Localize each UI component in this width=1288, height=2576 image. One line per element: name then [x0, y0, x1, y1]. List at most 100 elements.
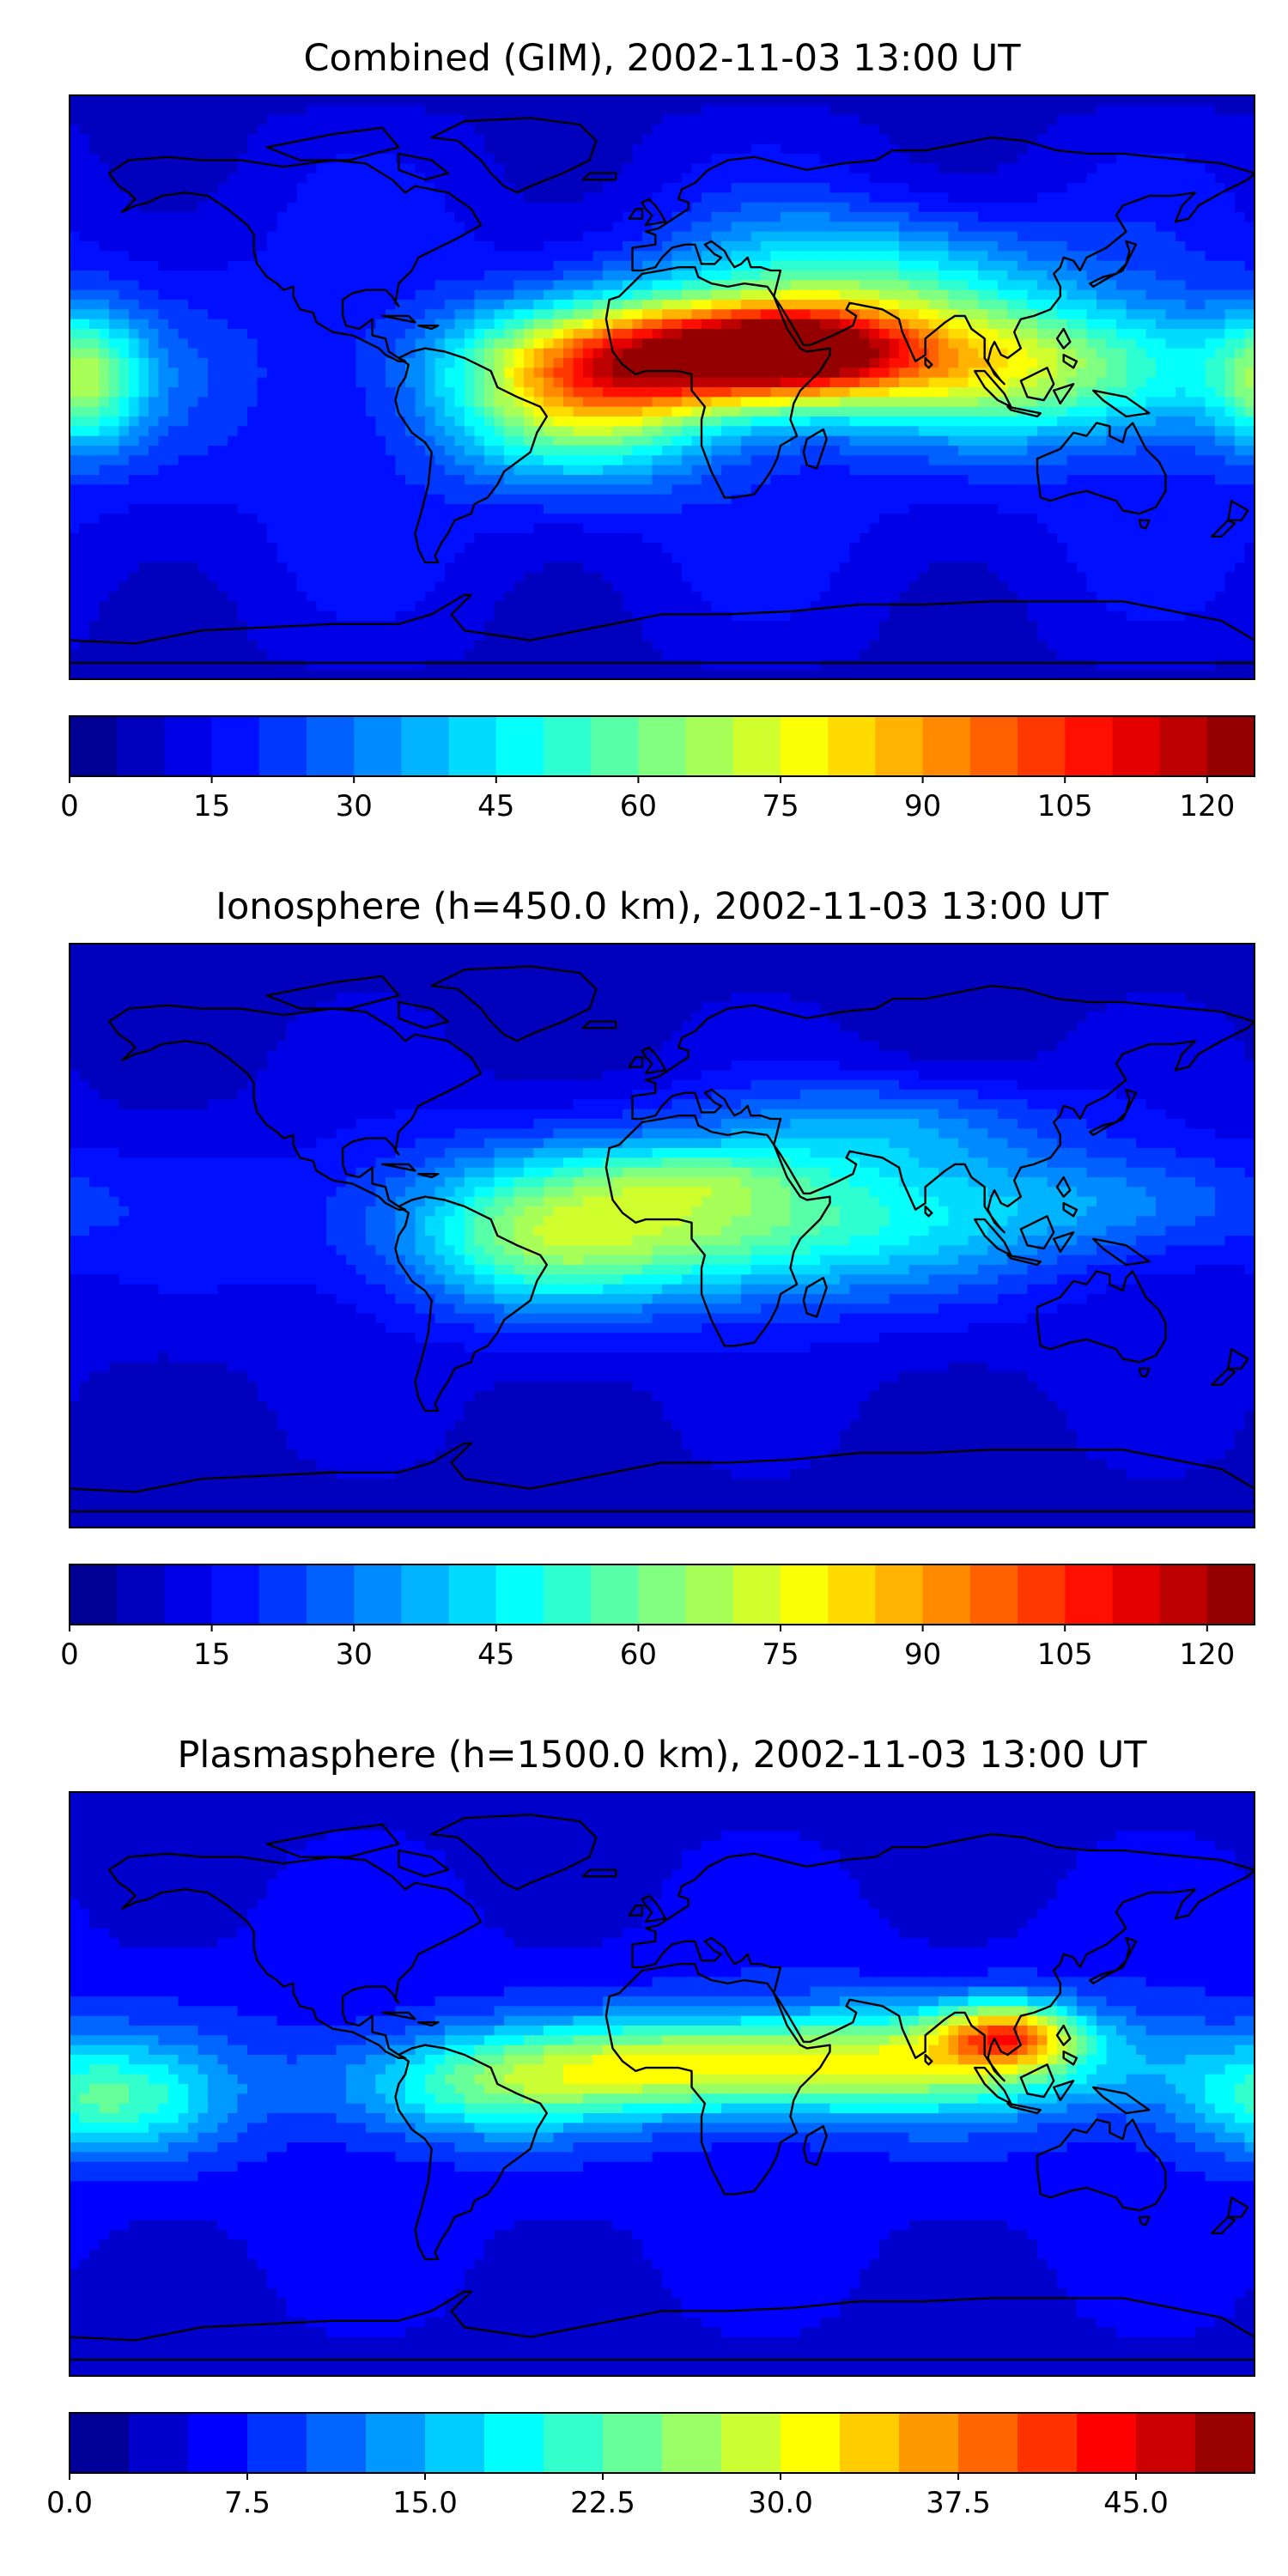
colorbar-tick-label: 90	[904, 789, 941, 823]
colorbar-tick-label: 15	[193, 789, 230, 823]
colorbar-segment	[354, 716, 402, 776]
colorbar-segment	[211, 716, 260, 776]
colorbar-segment	[307, 1564, 355, 1625]
colorbar-segment	[875, 1564, 924, 1625]
colorbar-tick-label: 120	[1179, 789, 1235, 823]
colorbar-tick-label: 15	[193, 1637, 230, 1672]
colorbar-tick-label: 60	[620, 1637, 657, 1672]
colorbar-segment	[662, 2413, 722, 2473]
colorbar-segment	[721, 2413, 781, 2473]
colorbar-segment	[307, 2413, 367, 2473]
colorbar-frame	[69, 2412, 1255, 2474]
colorbar-segment	[591, 716, 639, 776]
colorbar-segment	[1206, 716, 1255, 776]
colorbar-tick-label: 30	[336, 789, 373, 823]
colorbar-segment	[685, 1564, 734, 1625]
colorbar-tick-label: 90	[904, 1637, 941, 1672]
colorbar-tick-label: 0	[60, 789, 79, 823]
colorbar-segment	[828, 716, 876, 776]
colorbar-segment	[70, 2413, 130, 2473]
colorbar-tick-label: 75	[762, 789, 799, 823]
colorbar-segment	[495, 1564, 544, 1625]
colorbar-segment	[495, 716, 544, 776]
colorbar: 0 15 30 45 60 75 90 105 120	[60, 715, 1255, 823]
colorbar-tick-label: 105	[1037, 789, 1093, 823]
colorbar-tick-label: 22.5	[570, 2486, 635, 2520]
colorbar-segment	[922, 716, 971, 776]
colorbar-segment	[366, 2413, 426, 2473]
colorbar-tick-label: 45	[477, 1637, 514, 1672]
tec-field	[70, 944, 1255, 1528]
colorbar-segment	[188, 2413, 248, 2473]
colorbar-segment	[1077, 2413, 1137, 2473]
colorbar-tick-label: 45.0	[1103, 2486, 1169, 2520]
colorbar-segment	[638, 716, 687, 776]
map-panel-1: Combined (GIM), 2002-11-03 13:00 UT 0 15 30…	[60, 37, 1255, 823]
colorbar-segment	[638, 1564, 687, 1625]
colorbar-tick-label: 120	[1179, 1637, 1235, 1672]
colorbar-tick-label: 75	[762, 1637, 799, 1672]
colorbar-segment	[1065, 1564, 1113, 1625]
colorbar-segment	[899, 2413, 959, 2473]
colorbar-segment	[448, 716, 497, 776]
colorbar-segment	[1159, 1564, 1208, 1625]
colorbar-segment	[164, 716, 213, 776]
colorbar-segment	[401, 1564, 450, 1625]
colorbar-segment	[1065, 716, 1113, 776]
colorbar-segment	[958, 2413, 1018, 2473]
colorbar-segment	[1206, 1564, 1255, 1625]
colorbar-segment	[1018, 1564, 1066, 1625]
colorbar-segment	[1136, 2413, 1196, 2473]
colorbar-segment	[781, 1564, 829, 1625]
colorbar-segment	[70, 1564, 118, 1625]
colorbar-segment	[969, 1564, 1018, 1625]
colorbar-segment	[484, 2413, 544, 2473]
colorbar-tick-label: 37.5	[926, 2486, 991, 2520]
colorbar-tick-label: 105	[1037, 1637, 1093, 1672]
colorbar-tick-label: 0	[60, 1637, 79, 1672]
colorbar-tick-label: 7.5	[224, 2486, 270, 2520]
colorbar-segment	[1112, 1564, 1161, 1625]
tec-field	[70, 1792, 1255, 2376]
map-panel-2: Ionosphere (h=450.0 km), 2002-11-03 13:0…	[60, 885, 1255, 1672]
colorbar-segment	[448, 1564, 497, 1625]
colorbar-tick-label: 45	[477, 789, 514, 823]
colorbar-tick-label: 60	[620, 789, 657, 823]
colorbar-segment	[591, 1564, 639, 1625]
colorbar-segment	[781, 716, 829, 776]
colorbar-segment	[969, 716, 1018, 776]
colorbar-segment	[1018, 716, 1066, 776]
colorbar-segment	[922, 1564, 971, 1625]
colorbar-segment	[685, 716, 734, 776]
colorbar-segment	[70, 716, 118, 776]
colorbar-segment	[354, 1564, 402, 1625]
colorbar-segment	[544, 2413, 604, 2473]
colorbar: 0.0 7.5 15.0 22.5 30.0 37.5 45.0	[46, 2412, 1255, 2520]
panel-title: Ionosphere (h=450.0 km), 2002-11-03 13:0…	[216, 885, 1109, 928]
colorbar-segment	[1112, 716, 1161, 776]
map-frame	[69, 1791, 1255, 2377]
colorbar-tick-label: 30.0	[748, 2486, 813, 2520]
colorbar-frame	[69, 715, 1255, 777]
colorbar-tick-label: 0.0	[46, 2486, 93, 2520]
colorbar-segment	[1018, 2413, 1078, 2473]
colorbar-segment	[117, 1564, 165, 1625]
colorbar-segment	[117, 716, 165, 776]
map-frame	[69, 94, 1255, 680]
colorbar-segment	[840, 2413, 900, 2473]
colorbar: 0 15 30 45 60 75 90 105 120	[60, 1564, 1255, 1672]
colorbar-segment	[129, 2413, 189, 2473]
colorbar-segment	[732, 716, 781, 776]
colorbar-frame	[69, 1564, 1255, 1625]
colorbar-segment	[544, 716, 592, 776]
colorbar-segment	[1195, 2413, 1255, 2473]
map-frame	[69, 943, 1255, 1528]
colorbar-segment	[307, 716, 355, 776]
panel-title: Plasmasphere (h=1500.0 km), 2002-11-03 1…	[177, 1734, 1147, 1777]
colorbar-segment	[603, 2413, 663, 2473]
colorbar-tick-label: 15.0	[392, 2486, 458, 2520]
colorbar-segment	[1159, 716, 1208, 776]
colorbar-segment	[828, 1564, 876, 1625]
colorbar-segment	[164, 1564, 213, 1625]
